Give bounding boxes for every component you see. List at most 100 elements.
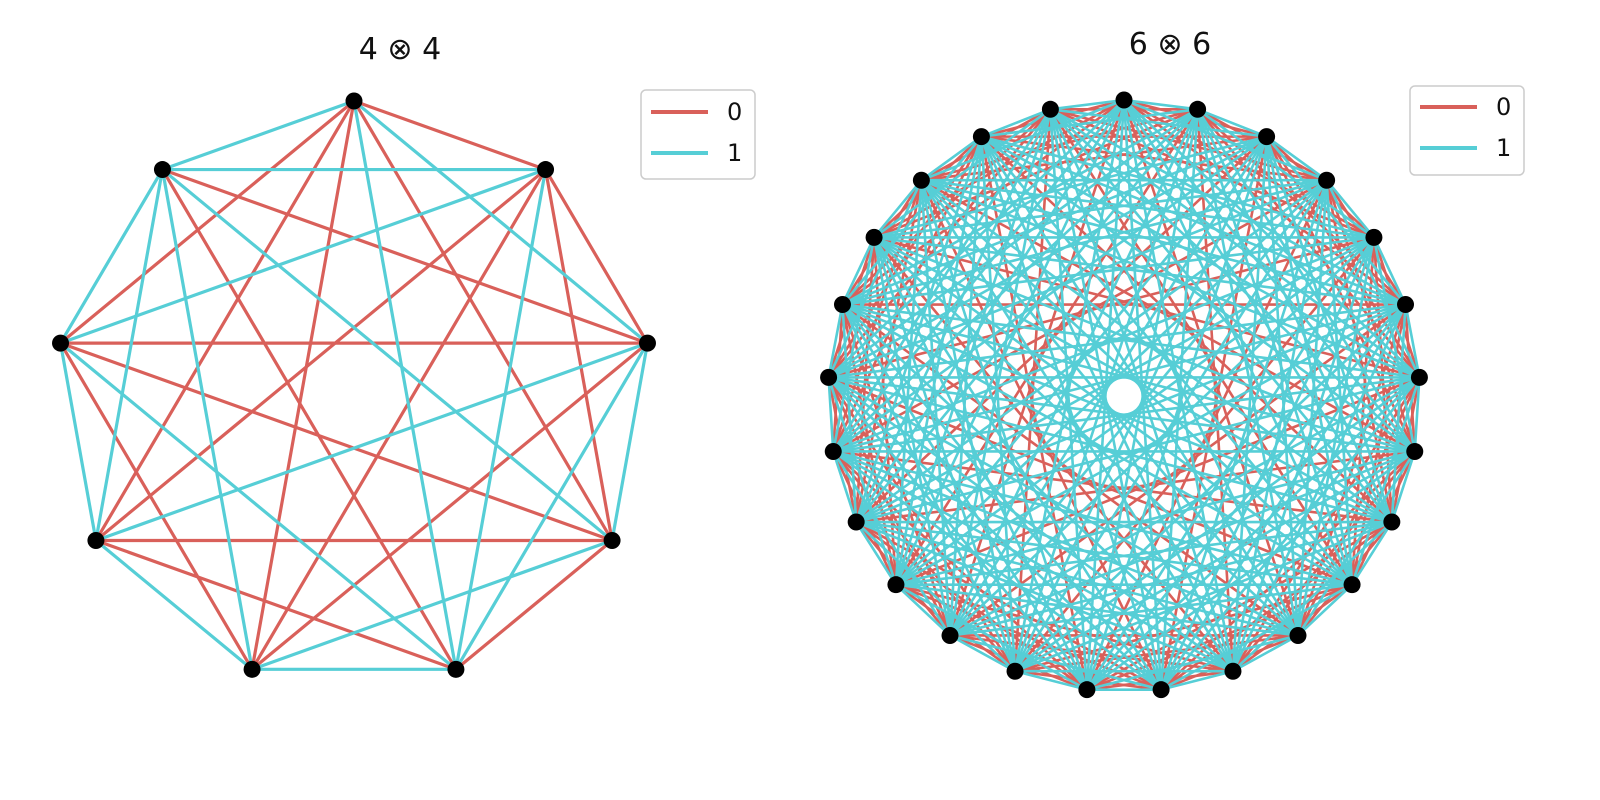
edge-1 — [1049, 107, 1421, 379]
edge-1 — [160, 167, 254, 671]
edge-0 — [854, 450, 1417, 524]
edge-1 — [920, 178, 1017, 673]
edge-1 — [872, 178, 923, 239]
edge-0 — [827, 236, 1376, 379]
edge-1 — [1049, 98, 1126, 111]
edge-1 — [920, 178, 1089, 691]
edge-1 — [610, 341, 650, 543]
legend-right: 0 1 — [1409, 85, 1525, 176]
graph-node — [1318, 171, 1336, 189]
edge-1 — [827, 376, 835, 453]
edge-1 — [1231, 236, 1376, 673]
edge-1 — [841, 236, 876, 306]
edge-1 — [854, 135, 983, 524]
edge-1 — [1049, 107, 1268, 138]
edge-0 — [980, 135, 1089, 691]
edge-0 — [872, 236, 1235, 673]
edge-0 — [352, 99, 548, 172]
edge-0 — [250, 341, 650, 671]
edge-1 — [58, 167, 548, 345]
edge-1 — [1085, 450, 1417, 691]
edge-0 — [1196, 107, 1235, 673]
edge-1 — [454, 341, 650, 671]
edge-1 — [1196, 107, 1268, 138]
edge-0 — [160, 167, 650, 345]
edge-1 — [1296, 236, 1376, 637]
edge-0 — [1085, 178, 1328, 691]
edge-1 — [1265, 135, 1407, 306]
legend-left: 0 1 — [640, 89, 756, 180]
edge-1 — [1049, 107, 1300, 637]
edge-1 — [1013, 669, 1089, 691]
edge-0 — [250, 99, 356, 671]
edge-1 — [1350, 520, 1394, 586]
graph-6x6: 6 ⊗ 6 0 1 — [820, 27, 1525, 699]
graph-node — [345, 92, 363, 110]
edge-1 — [94, 167, 165, 543]
edge-1 — [980, 135, 1017, 673]
edge-1 — [827, 98, 1126, 379]
edge-1 — [1325, 178, 1376, 239]
edge-1 — [1231, 634, 1300, 673]
edge-1 — [827, 376, 1089, 691]
edge-1 — [1196, 107, 1394, 524]
edge-1 — [872, 236, 1017, 673]
edge-1 — [1013, 450, 1417, 673]
edge-1 — [948, 520, 1394, 637]
graph-node — [603, 532, 621, 549]
legend-right-label-0: 0 — [1496, 93, 1511, 121]
graph-node — [820, 368, 838, 386]
edge-0 — [58, 99, 356, 345]
graph-node — [1397, 296, 1415, 314]
graph-node — [972, 128, 990, 146]
edge-1 — [894, 178, 923, 586]
edge-1 — [58, 167, 165, 345]
edge-1 — [1265, 135, 1394, 524]
graph-6x6-edges-1 — [827, 98, 1421, 691]
edge-0 — [1049, 107, 1354, 586]
edge-1 — [841, 303, 1017, 673]
graph-4x4: 4 ⊗ 4 0 1 — [52, 32, 756, 678]
edge-0 — [250, 167, 548, 671]
edge-0 — [1122, 98, 1300, 637]
edge-1 — [872, 236, 1417, 453]
edge-1 — [1049, 107, 1407, 306]
graph-node — [1343, 576, 1361, 594]
graph-node — [1410, 368, 1428, 386]
graph-node — [912, 171, 930, 189]
edge-1 — [872, 236, 1089, 691]
graph-4x4-title: 4 ⊗ 4 — [359, 32, 441, 67]
edge-1 — [1296, 178, 1328, 637]
edge-1 — [1122, 98, 1417, 453]
graph-6x6-title: 6 ⊗ 6 — [1129, 27, 1211, 62]
edge-1 — [454, 167, 548, 671]
edge-0 — [543, 167, 614, 543]
graph-node — [1406, 442, 1424, 460]
graph-node — [638, 334, 656, 352]
legend-left-label-0: 0 — [727, 98, 742, 126]
edge-1 — [1372, 236, 1407, 306]
edge-1 — [831, 98, 1126, 453]
graph-node — [1115, 91, 1133, 109]
edge-1 — [841, 135, 983, 306]
edge-0 — [920, 178, 1163, 691]
edge-0 — [58, 341, 254, 671]
graph-node — [447, 660, 465, 678]
edge-1 — [250, 538, 614, 671]
graph-node — [1224, 662, 1242, 680]
graph-node — [52, 334, 70, 352]
graph-node — [1258, 128, 1276, 146]
edge-1 — [827, 376, 1163, 691]
edge-1 — [1049, 107, 1163, 691]
edge-1 — [827, 303, 844, 379]
graph-node — [833, 296, 851, 314]
edge-1 — [980, 135, 1354, 586]
edge-1 — [831, 450, 1235, 673]
edge-0 — [894, 107, 1199, 586]
edge-1 — [841, 107, 1199, 306]
graph-node — [824, 442, 842, 460]
graph-node — [1006, 662, 1024, 680]
edge-0 — [58, 341, 614, 543]
edge-1 — [872, 135, 1268, 239]
edge-0 — [948, 303, 1407, 637]
